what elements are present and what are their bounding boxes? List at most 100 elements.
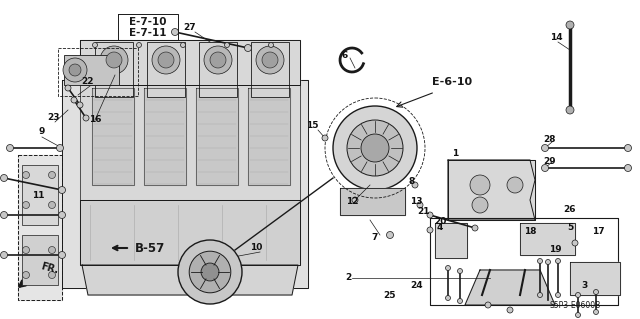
Circle shape (83, 115, 89, 121)
Circle shape (427, 212, 433, 218)
Polygon shape (340, 188, 405, 215)
Circle shape (256, 46, 284, 74)
Circle shape (575, 313, 580, 317)
Circle shape (347, 120, 403, 176)
Polygon shape (92, 88, 134, 185)
Circle shape (58, 251, 65, 258)
Circle shape (625, 165, 632, 172)
Circle shape (507, 307, 513, 313)
Polygon shape (82, 265, 298, 295)
Circle shape (593, 309, 598, 315)
Circle shape (566, 106, 574, 114)
Text: 23: 23 (47, 114, 60, 122)
Polygon shape (248, 88, 290, 185)
Circle shape (545, 259, 550, 264)
Polygon shape (196, 88, 238, 185)
Circle shape (49, 172, 56, 179)
Polygon shape (18, 155, 62, 300)
Circle shape (269, 42, 273, 48)
Circle shape (22, 202, 29, 209)
Circle shape (58, 211, 65, 219)
Polygon shape (62, 80, 308, 288)
Text: 22: 22 (82, 78, 94, 86)
Text: 28: 28 (544, 136, 556, 145)
Circle shape (201, 263, 219, 281)
Circle shape (566, 21, 574, 29)
Circle shape (333, 106, 417, 190)
Circle shape (204, 46, 232, 74)
Circle shape (262, 52, 278, 68)
Circle shape (22, 247, 29, 254)
Circle shape (417, 202, 423, 208)
Circle shape (572, 240, 578, 246)
Text: 14: 14 (550, 33, 563, 42)
Text: 26: 26 (564, 205, 576, 214)
Circle shape (49, 247, 56, 254)
Polygon shape (520, 223, 575, 255)
Text: 9: 9 (39, 128, 45, 137)
Circle shape (361, 134, 389, 162)
Bar (251, 42, 289, 97)
Circle shape (100, 46, 128, 74)
Text: 16: 16 (89, 115, 101, 124)
Text: 21: 21 (418, 207, 430, 217)
Polygon shape (465, 270, 555, 305)
Text: 29: 29 (544, 158, 556, 167)
Circle shape (352, 197, 358, 203)
Circle shape (538, 293, 543, 298)
Circle shape (225, 42, 230, 48)
Polygon shape (80, 40, 300, 85)
Circle shape (106, 52, 122, 68)
Circle shape (556, 293, 561, 298)
Circle shape (445, 265, 451, 271)
Circle shape (387, 232, 394, 239)
Circle shape (22, 271, 29, 278)
Circle shape (470, 175, 490, 195)
Circle shape (65, 85, 71, 91)
Text: E-6-10: E-6-10 (432, 77, 472, 87)
Circle shape (63, 58, 87, 82)
Circle shape (22, 172, 29, 179)
Circle shape (445, 295, 451, 300)
Circle shape (69, 64, 81, 76)
Text: B-57: B-57 (135, 241, 165, 255)
Circle shape (538, 258, 543, 263)
Circle shape (507, 177, 523, 193)
Circle shape (541, 165, 548, 172)
Text: 15: 15 (306, 121, 318, 130)
Bar (64, 55, 119, 85)
Text: 6: 6 (342, 51, 348, 61)
Circle shape (178, 240, 242, 304)
Text: FR.: FR. (40, 261, 60, 275)
Circle shape (625, 145, 632, 152)
Polygon shape (80, 85, 300, 200)
Circle shape (541, 145, 548, 152)
Text: 20: 20 (434, 218, 446, 226)
Text: 19: 19 (548, 246, 561, 255)
Text: 18: 18 (524, 227, 536, 236)
Bar (58, 48, 138, 96)
Circle shape (49, 202, 56, 209)
Polygon shape (80, 200, 300, 265)
Circle shape (210, 52, 226, 68)
Text: 2: 2 (345, 273, 351, 283)
Text: 8: 8 (409, 177, 415, 187)
Circle shape (180, 42, 186, 48)
Circle shape (49, 271, 56, 278)
Text: 12: 12 (346, 197, 358, 206)
Polygon shape (144, 88, 186, 185)
Circle shape (1, 174, 8, 182)
Circle shape (322, 135, 328, 141)
Text: 11: 11 (32, 190, 44, 199)
Bar (199, 42, 237, 97)
Circle shape (593, 290, 598, 294)
Circle shape (172, 28, 179, 35)
Circle shape (427, 227, 433, 233)
Circle shape (412, 182, 418, 188)
Circle shape (136, 42, 141, 48)
Circle shape (6, 145, 13, 152)
Bar (22, 235, 58, 285)
Circle shape (189, 251, 231, 293)
Circle shape (152, 46, 180, 74)
Circle shape (458, 299, 463, 303)
